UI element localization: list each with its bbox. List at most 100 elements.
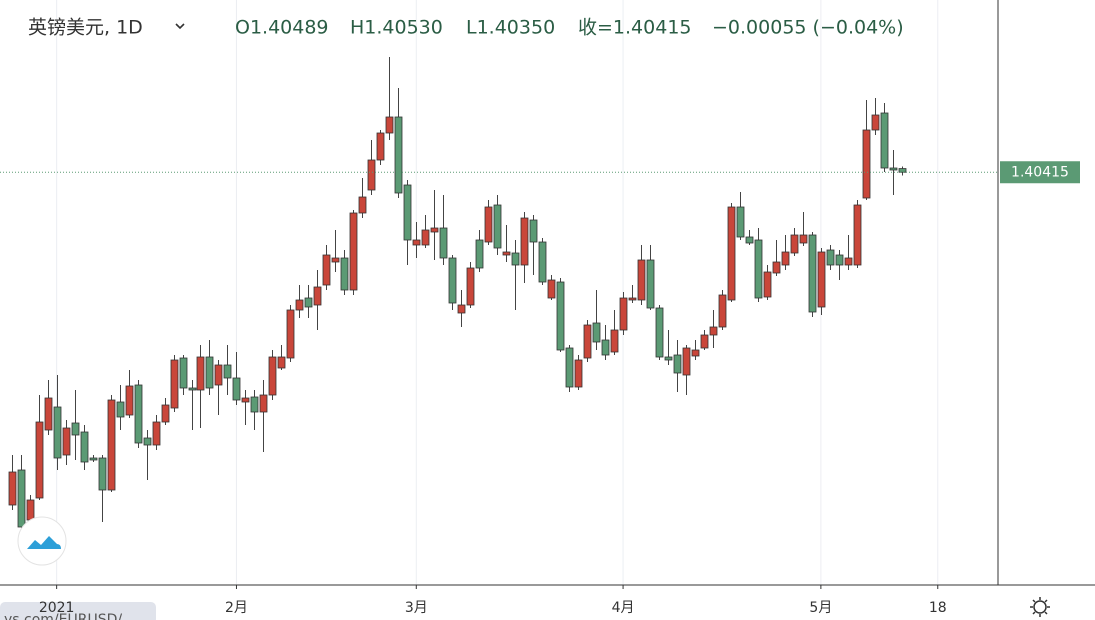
candle-body: [583, 324, 592, 359]
x-tick-label: 3月: [405, 600, 428, 616]
x-tick-label: 5月: [809, 600, 832, 616]
candle-body: [799, 234, 808, 244]
candle-body: [268, 356, 277, 396]
candle-body: [475, 239, 484, 269]
candle-body: [610, 329, 619, 353]
candle-body: [367, 159, 376, 191]
last-price-box: [1000, 161, 1080, 184]
candle-body: [205, 356, 214, 389]
candle-body: [250, 396, 259, 413]
candle-body: [664, 356, 673, 361]
candle-body: [835, 254, 844, 266]
candle-body: [655, 307, 664, 358]
candle-body: [826, 249, 835, 266]
candle-body: [601, 339, 610, 356]
candle-body: [898, 168, 907, 173]
candle-body: [709, 326, 718, 336]
candle-body: [62, 427, 71, 456]
candle-body: [628, 297, 637, 301]
candle-body: [80, 431, 89, 463]
candle-body: [844, 257, 853, 266]
last-price-label: 1.40415: [1011, 164, 1069, 180]
candle-body: [889, 167, 898, 171]
candle-body: [35, 421, 44, 499]
candle-body: [691, 349, 700, 357]
candle-body: [817, 251, 826, 308]
candle-body: [430, 227, 439, 233]
candle-body: [745, 236, 754, 244]
candle-body: [259, 394, 268, 413]
candle-body: [457, 304, 466, 314]
candle-body: [493, 204, 502, 249]
candle-body: [466, 267, 475, 306]
candle-body: [763, 271, 772, 298]
candle-body: [322, 254, 331, 286]
logo-icon: [27, 536, 61, 549]
candle-body: [736, 206, 745, 238]
x-tick-label: 2021: [39, 600, 75, 616]
candle-body: [781, 251, 790, 266]
candle-body: [646, 259, 655, 309]
candle-body: [241, 397, 250, 403]
candle-body: [170, 359, 179, 409]
candle-body: [421, 229, 430, 246]
x-tick-label: 4月: [612, 600, 635, 616]
candle-body: [223, 364, 232, 379]
x-tick-label: 2月: [225, 600, 248, 616]
legend-change: −0.00055 (−0.04%): [712, 17, 904, 39]
candle-body: [574, 359, 583, 388]
candle-body: [304, 297, 313, 308]
candle-body: [277, 356, 286, 369]
candle-body: [502, 251, 511, 256]
candle-body: [71, 422, 80, 436]
candle-body: [727, 206, 736, 301]
candle-body: [808, 234, 817, 313]
candle-body: [313, 286, 322, 306]
candle-body: [394, 116, 403, 194]
candle-body: [862, 129, 871, 199]
candle-body: [295, 299, 304, 311]
candle-body: [673, 354, 682, 374]
candle-body: [331, 257, 340, 263]
settings-teeth: [1030, 597, 1050, 617]
candle-body: [871, 114, 880, 131]
logo[interactable]: [17, 516, 67, 566]
candle-body: [565, 347, 574, 388]
candle-body: [529, 219, 538, 243]
candle-body: [286, 309, 295, 359]
legend-close: 收=1.40415: [578, 17, 692, 39]
watermark-tag: [0, 602, 156, 620]
candle-body: [143, 437, 152, 446]
settings-icon[interactable]: [1030, 597, 1050, 617]
candle-body: [511, 252, 520, 266]
candle-body: [17, 469, 26, 528]
candle-body: [772, 261, 781, 274]
logo-circle[interactable]: [17, 516, 67, 566]
candle-body: [8, 471, 17, 506]
candle-body: [520, 217, 529, 266]
x-tick-label: 18: [929, 600, 947, 616]
candle-body: [754, 239, 763, 299]
candle-body: [161, 404, 170, 423]
candle-body: [853, 204, 862, 266]
candle-body: [547, 279, 556, 299]
candle-body: [107, 399, 116, 491]
candle-body: [196, 356, 205, 391]
candle-body: [232, 377, 241, 401]
candle-body: [700, 334, 709, 349]
candle-body: [556, 281, 565, 351]
legend-open: O1.40489: [235, 17, 329, 39]
chart-title: 英镑美元, 1D: [28, 17, 143, 39]
candle-body: [179, 357, 188, 389]
candle-body: [188, 387, 197, 391]
candle-body: [152, 421, 161, 446]
interval-chevron[interactable]: [175, 23, 185, 30]
candle-body: [53, 406, 62, 459]
candle-body: [412, 239, 421, 246]
settings-ring: [1033, 600, 1047, 614]
candle-body: [718, 294, 727, 328]
candle-body: [637, 259, 646, 301]
candle-body: [26, 499, 35, 521]
